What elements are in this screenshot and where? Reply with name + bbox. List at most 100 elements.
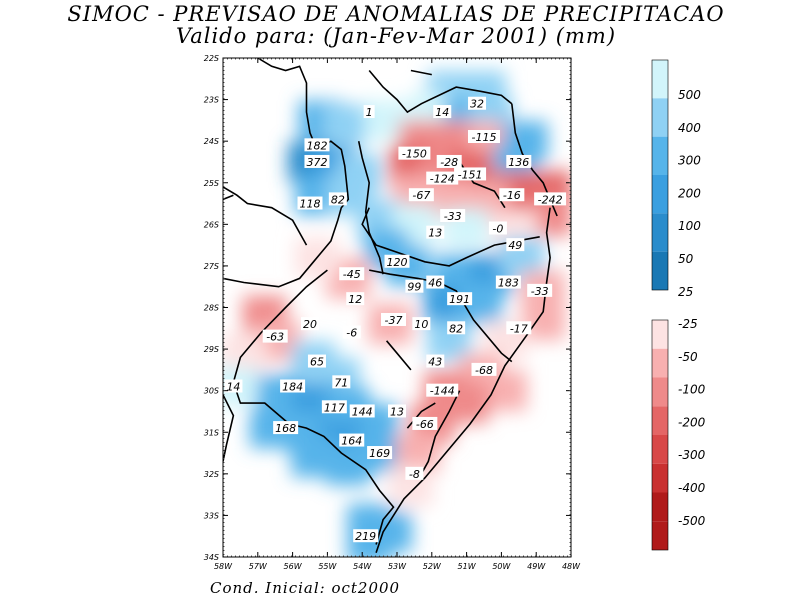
value-label: -63	[266, 331, 284, 344]
border-line	[375, 207, 551, 554]
value-label-bg	[468, 130, 500, 144]
value-label-bg	[436, 154, 462, 168]
value-label: 136	[508, 156, 529, 169]
colorbar-frame	[651, 59, 669, 291]
lat-label: 26S	[204, 220, 219, 229]
value-label: 13	[390, 405, 404, 418]
value-label: 82	[449, 322, 463, 335]
value-label: 43	[428, 356, 442, 369]
colorbar-swatch-negative	[652, 348, 668, 378]
colorbar-label: -200	[678, 415, 706, 429]
value-label: 169	[369, 447, 390, 460]
lon-label: 48W	[562, 562, 581, 571]
value-label-bg	[495, 275, 521, 289]
border-line	[406, 402, 436, 429]
colorbar-swatch-positive	[652, 175, 668, 214]
anomaly-field	[223, 71, 571, 557]
value-label: 65	[310, 356, 324, 369]
value-label: -151	[458, 168, 483, 181]
colorbar-frame	[651, 319, 669, 551]
value-label: 183	[498, 277, 519, 290]
map-subtitle: Valido para: (Jan-Fev-Mar 2001) (mm)	[175, 24, 617, 48]
value-label-bg	[405, 279, 424, 293]
lat-label: 33S	[204, 511, 219, 520]
value-label-bg	[332, 375, 351, 389]
colorbar-label: -50	[678, 350, 698, 364]
border-line	[223, 194, 234, 201]
value-label: 1	[366, 106, 373, 119]
value-label-bg	[412, 317, 431, 331]
value-label: -124	[430, 173, 455, 186]
value-label-bg	[349, 404, 375, 418]
value-label-bg	[346, 292, 365, 306]
field-cell	[326, 445, 371, 486]
border-line	[368, 69, 513, 114]
colorbar-label: 200	[678, 186, 701, 200]
value-label: -17	[510, 322, 528, 335]
value-label-bg	[506, 154, 532, 168]
value-label: 20	[303, 318, 317, 331]
lon-label: 57W	[249, 562, 268, 571]
field-cell	[322, 104, 367, 145]
lat-label: 30S	[204, 387, 219, 396]
value-label: -0	[492, 222, 503, 235]
lon-label: 55W	[318, 562, 337, 571]
colorbar-swatch-positive	[652, 251, 668, 290]
value-label: 12	[348, 293, 362, 306]
value-label: -68	[475, 364, 493, 377]
colorbar-label: 100	[678, 219, 701, 233]
value-label-bg	[426, 171, 459, 185]
border-line	[223, 394, 235, 462]
value-label: 182	[306, 139, 327, 152]
value-label-bg	[433, 105, 452, 119]
value-label-bg	[363, 105, 375, 119]
axis-ticks: 22S23S24S25S26S27S28S29S30S31S32S33S34S5…	[204, 54, 581, 571]
value-label-bg	[488, 221, 507, 235]
value-label: 191	[449, 293, 470, 306]
value-label: 46	[428, 277, 442, 290]
field-blobs	[223, 71, 571, 557]
value-label-bg	[447, 321, 466, 335]
value-label: -150	[402, 148, 427, 161]
lat-label: 34S	[204, 553, 219, 562]
value-label-bg	[262, 329, 288, 343]
colorbar-swatch-negative	[652, 377, 668, 407]
lat-label: 25S	[204, 179, 219, 188]
value-labels: 1 14 32 -115 182 372 -150 -28 136 -124 -151 -67 -16 -…	[224, 96, 567, 543]
value-label: 168	[275, 422, 296, 435]
colorbar-swatch-negative	[652, 521, 668, 550]
colorbar-swatch-negative	[652, 492, 668, 522]
value-label-bg	[405, 466, 424, 480]
value-label: -66	[416, 418, 434, 431]
value-label-bg	[471, 362, 497, 376]
value-label-bg	[468, 96, 487, 110]
value-label-bg	[447, 292, 473, 306]
lat-label: 23S	[204, 96, 219, 105]
value-label-bg	[499, 188, 525, 202]
value-label-bg	[454, 167, 487, 181]
value-label: 32	[470, 98, 484, 111]
value-label: -33	[531, 285, 549, 298]
border-line	[369, 269, 513, 363]
value-label-bg	[280, 379, 306, 393]
lat-label: 32S	[204, 470, 219, 479]
colorbar-swatch-positive	[652, 136, 668, 175]
field-cell	[482, 370, 527, 411]
colorbar-label: 25	[678, 285, 693, 299]
lon-label: 51W	[458, 562, 477, 571]
value-label: 120	[387, 256, 408, 269]
colorbar-swatch-negative	[652, 320, 668, 349]
lon-label: 54W	[353, 562, 372, 571]
value-label: -115	[472, 131, 497, 144]
colorbar-swatch-negative	[652, 435, 668, 464]
lon-label: 50W	[492, 562, 511, 571]
value-label: 118	[300, 198, 321, 211]
value-label: 219	[355, 530, 376, 543]
value-label: 14	[435, 106, 449, 119]
lon-label: 56W	[284, 562, 303, 571]
value-label-bg	[273, 421, 299, 435]
value-label: 184	[282, 381, 303, 394]
border-line	[410, 69, 432, 76]
colorbar-label: 300	[678, 154, 701, 168]
initial-condition: Cond. Inicial: oct2000	[210, 579, 401, 597]
